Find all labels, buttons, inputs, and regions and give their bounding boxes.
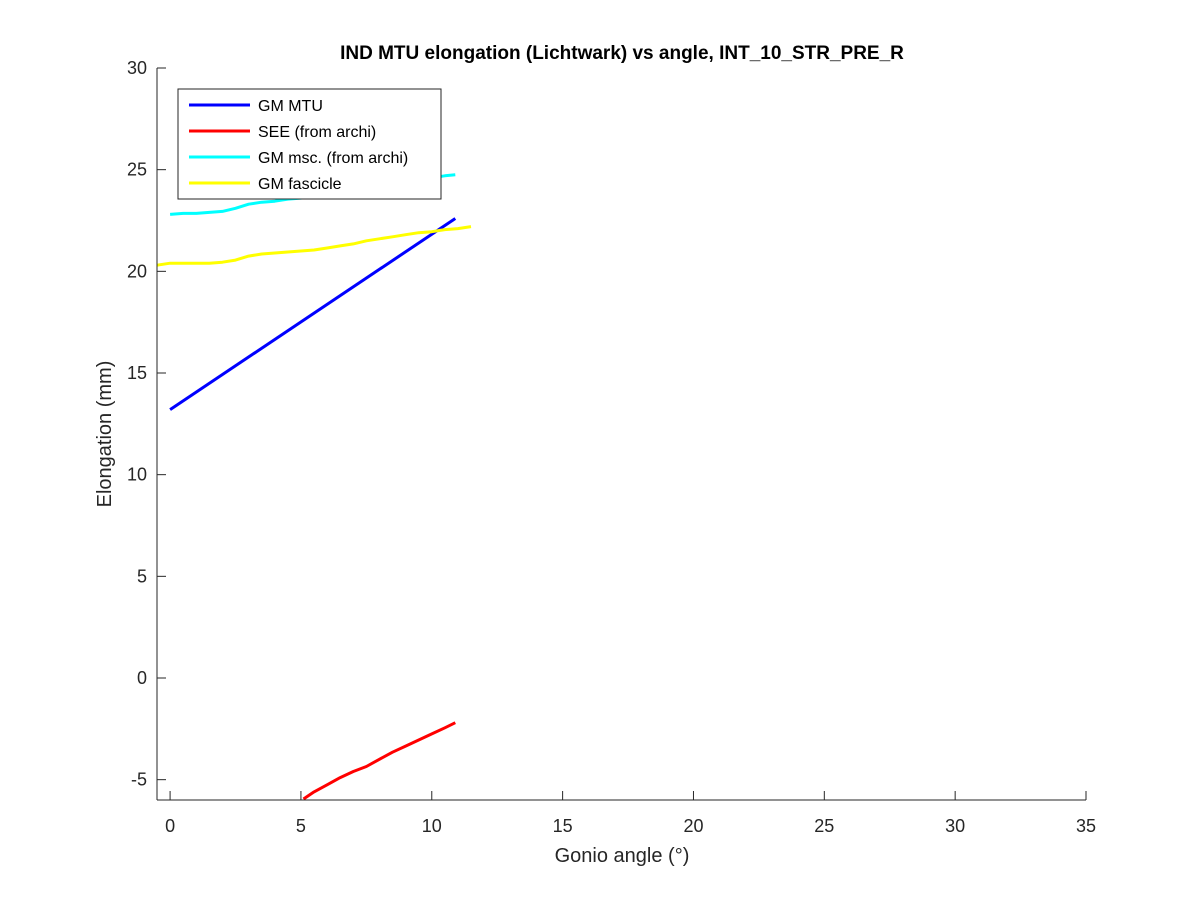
x-tick-label: 0: [165, 816, 175, 836]
y-tick-label: 10: [127, 465, 147, 485]
x-tick-label: 25: [814, 816, 834, 836]
x-tick-label: 10: [422, 816, 442, 836]
y-axis-label: Elongation (mm): [94, 361, 116, 508]
y-tick-label: -5: [131, 770, 147, 790]
legend-label-0: GM MTU: [258, 98, 323, 115]
axes: [156, 67, 1087, 801]
legend-label-3: GM fascicle: [258, 176, 342, 193]
x-tick-label: 35: [1076, 816, 1096, 836]
series-line-1: [302, 721, 456, 801]
series-line-0: [169, 217, 457, 411]
x-tick-label: 15: [553, 816, 573, 836]
x-axis-label: Gonio angle (°): [555, 845, 690, 867]
y-tick-label: 25: [127, 160, 147, 180]
legend-label-1: SEE (from archi): [258, 124, 376, 141]
x-tick-label: 5: [296, 816, 306, 836]
x-tick-label: 30: [945, 816, 965, 836]
chart-title: IND MTU elongation (Lichtwark) vs angle,…: [340, 43, 904, 64]
y-tick-label: 30: [127, 58, 147, 78]
x-tick-label: 20: [683, 816, 703, 836]
y-tick-label: 5: [137, 566, 147, 586]
y-tick-label: 20: [127, 261, 147, 281]
series-line-3: [156, 225, 472, 267]
legend-label-2: GM msc. (from archi): [258, 150, 408, 167]
y-tick-label: 15: [127, 363, 147, 383]
y-tick-label: 0: [137, 668, 147, 688]
legend-box: [177, 88, 442, 200]
tick-labels: 0 5 10 15 20 25 30 35 -5 0 5 10 15 20 25 30: [127, 58, 1096, 836]
legend: GM MTU SEE (from archi) GM msc. (from arch…: [177, 88, 442, 200]
